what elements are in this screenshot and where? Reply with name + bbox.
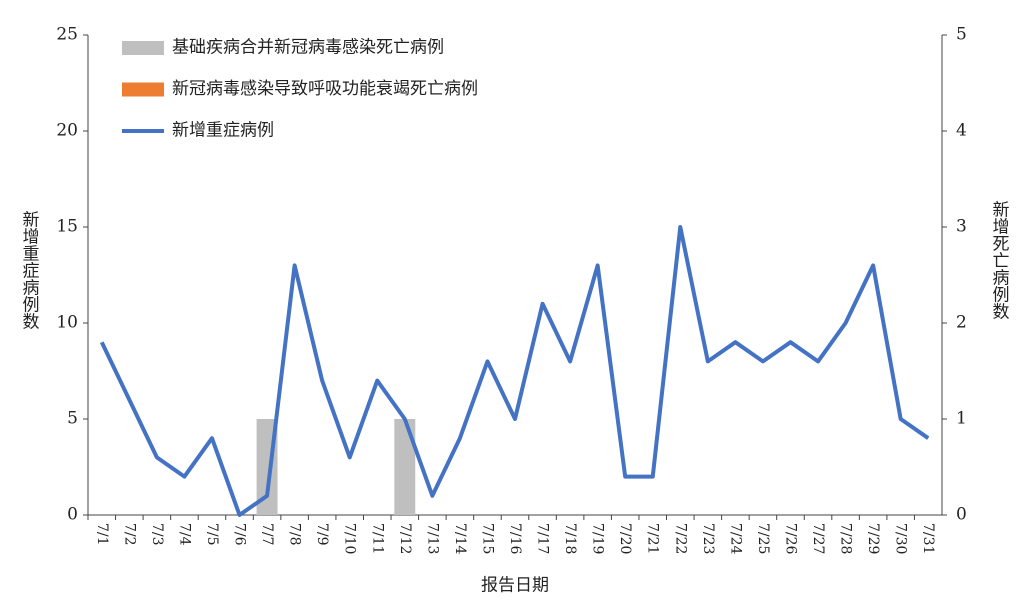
x-tick-label: 7/16 [507, 523, 523, 555]
x-tick-label: 7/12 [397, 523, 413, 554]
legend-swatch [122, 82, 164, 97]
x-tick-label: 7/2 [121, 523, 137, 546]
x-tick-label: 7/5 [204, 523, 220, 546]
x-tick-label: 7/14 [452, 523, 468, 555]
x-tick-label: 7/22 [672, 523, 688, 554]
y-tick-label: 5 [67, 409, 78, 429]
x-tick-label: 7/27 [810, 523, 826, 554]
x-tick-label: 7/13 [424, 523, 440, 554]
x-tick-label: 7/18 [562, 523, 578, 554]
y-tick-label: 15 [56, 217, 78, 237]
x-tick-label: 7/31 [920, 523, 936, 554]
y2-tick-label: 4 [956, 121, 967, 141]
x-tick-label: 7/30 [893, 523, 909, 554]
x-tick-label: 7/25 [755, 523, 771, 554]
x-tick-label: 7/7 [259, 523, 275, 546]
x-tick-label: 7/26 [782, 523, 798, 555]
x-tick-label: 7/6 [232, 523, 248, 546]
x-tick-label: 7/24 [727, 523, 743, 555]
y2-tick-label: 0 [956, 505, 967, 525]
x-tick-label: 7/10 [342, 523, 358, 554]
x-tick-label: 7/21 [645, 523, 661, 554]
legend-swatch [122, 41, 164, 55]
line [99, 225, 930, 517]
x-tick-label: 7/17 [535, 523, 551, 554]
x-tick-label: 7/20 [617, 523, 633, 554]
legend-label: 基础疾病合并新冠病毒感染死亡病例 [172, 38, 444, 58]
y2-tick-label: 1 [956, 409, 967, 429]
y2-tick-label: 5 [956, 25, 967, 45]
x-tick-label: 7/8 [287, 523, 303, 546]
x-axis-title: 报告日期 [481, 576, 549, 596]
x-tick-label: 7/11 [369, 523, 385, 554]
x-tick-label: 7/19 [590, 523, 606, 554]
bar [394, 419, 416, 515]
y2-tick-label: 2 [956, 313, 967, 333]
x-tick-label: 7/23 [700, 523, 716, 554]
x-tick-label: 7/28 [838, 523, 854, 554]
x-tick-label: 7/29 [865, 523, 881, 554]
y-tick-label: 10 [56, 313, 78, 333]
x-tick-label: 7/3 [149, 523, 165, 546]
y2-axis-title: 新增死亡病例数 [989, 200, 1010, 319]
x-tick-label: 7/4 [176, 523, 192, 546]
x-tick-label: 7/9 [314, 523, 330, 546]
legend-label: 新增重症病例 [172, 121, 274, 141]
x-tick-label: 7/1 [94, 523, 110, 546]
y-tick-label: 25 [56, 25, 78, 45]
y-tick-label: 0 [67, 505, 78, 525]
x-tick-label: 7/15 [479, 523, 495, 554]
y-tick-label: 20 [56, 121, 78, 141]
y-axis-title: 新增重症病例数 [19, 210, 40, 329]
legend-label: 新冠病毒感染导致呼吸功能衰竭死亡病例 [172, 79, 478, 99]
y2-tick-label: 3 [956, 217, 967, 237]
